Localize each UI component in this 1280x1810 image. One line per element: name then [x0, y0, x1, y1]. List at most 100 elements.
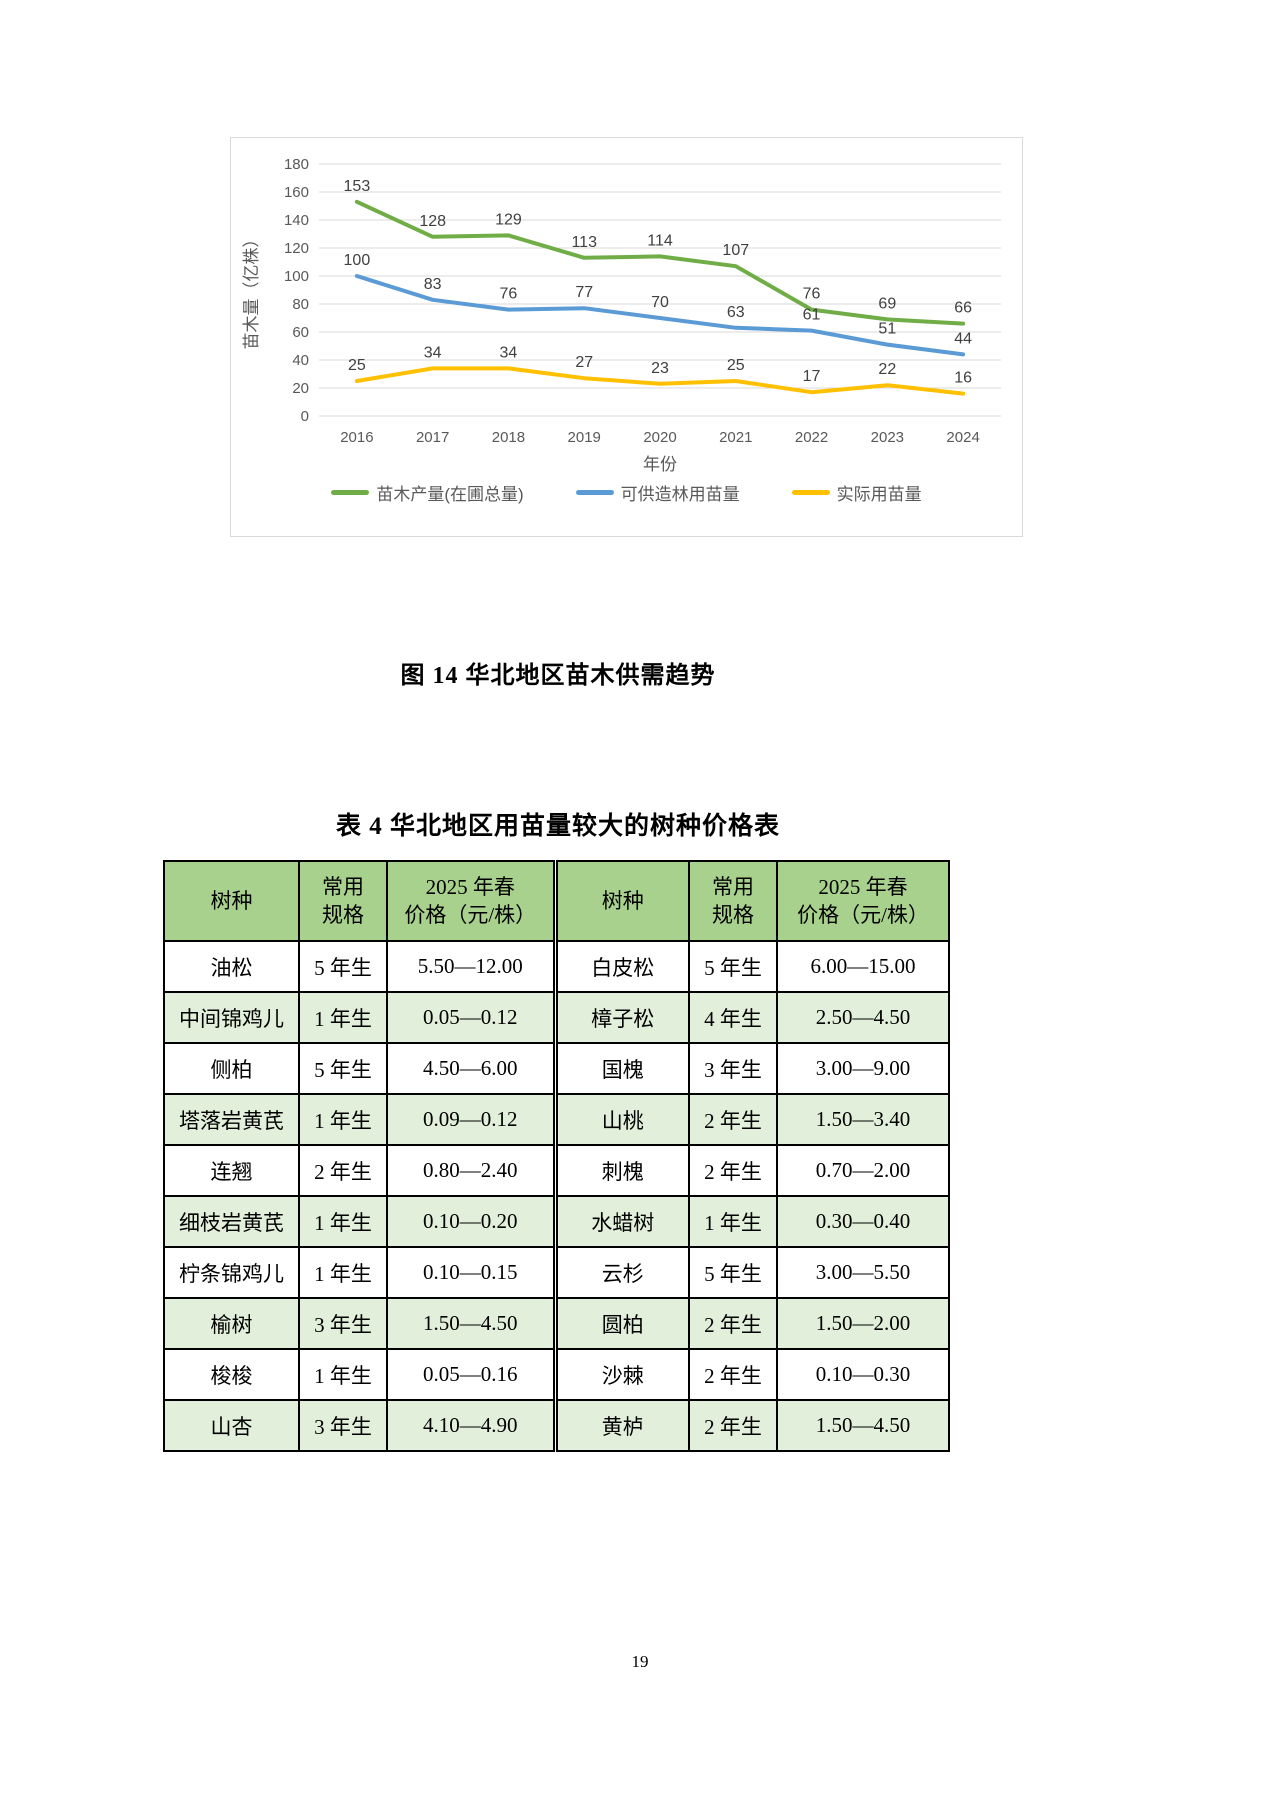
spec-cell: 1 年生 — [298, 1093, 388, 1146]
x-tick-label: 2021 — [719, 429, 752, 446]
data-point-label: 17 — [803, 368, 821, 385]
x-tick-label: 2016 — [340, 429, 373, 446]
price-cell: 1.50—2.00 — [776, 1297, 950, 1350]
price-cell: 0.05—0.16 — [386, 1348, 556, 1401]
table-row: 榆树 3 年生 1.50—4.50 圆柏 2 年生 1.50—2.00 — [163, 1297, 950, 1350]
species-cell: 水蜡树 — [552, 1195, 690, 1248]
spec-cell: 5 年生 — [688, 940, 778, 993]
data-point-label: 63 — [727, 304, 745, 321]
data-point-label: 83 — [424, 276, 442, 293]
species-cell: 山桃 — [552, 1093, 690, 1146]
legend-item: 苗木产量(在圃总量) — [331, 480, 524, 505]
data-point-label: 25 — [727, 357, 745, 374]
x-tick-label: 2018 — [492, 429, 525, 446]
legend-label: 实际用苗量 — [836, 485, 922, 504]
species-cell: 连翘 — [163, 1144, 300, 1197]
data-point-label: 34 — [500, 344, 518, 361]
price-cell: 5.50—12.00 — [386, 940, 556, 993]
species-cell: 圆柏 — [552, 1297, 690, 1350]
header-spec-right: 常用 规格 — [688, 860, 778, 942]
species-cell: 中间锦鸡儿 — [163, 991, 300, 1044]
spec-cell: 2 年生 — [688, 1144, 778, 1197]
price-cell: 1.50—4.50 — [386, 1297, 556, 1350]
price-cell: 1.50—3.40 — [776, 1093, 950, 1146]
data-point-label: 34 — [424, 344, 442, 361]
header-species-left: 树种 — [163, 860, 300, 942]
species-cell: 油松 — [163, 940, 300, 993]
species-cell: 刺槐 — [552, 1144, 690, 1197]
chart-panel: 0 20 40 60 80 100 120 140 160 180 2016 2017 2018 2019… — [230, 137, 1023, 537]
table-row: 梭梭 1 年生 0.05—0.16 沙棘 2 年生 0.10—0.30 — [163, 1348, 950, 1401]
species-cell: 梭梭 — [163, 1348, 300, 1401]
y-tick-label: 180 — [284, 156, 309, 173]
table-row: 山杏 3 年生 4.10—4.90 黄栌 2 年生 1.50—4.50 — [163, 1399, 950, 1452]
spec-cell: 3 年生 — [298, 1297, 388, 1350]
x-tick-label: 2023 — [871, 429, 904, 446]
data-point-label: 70 — [651, 294, 669, 311]
spec-cell: 2 年生 — [298, 1144, 388, 1197]
spec-cell: 1 年生 — [688, 1195, 778, 1248]
table-row: 细枝岩黄芪 1 年生 0.10—0.20 水蜡树 1 年生 0.30—0.40 — [163, 1195, 950, 1248]
y-tick-label: 0 — [301, 408, 309, 425]
page-number: 19 — [631, 1652, 649, 1671]
chart-legend: 苗木产量(在圃总量) 可供造林用苗量 实际用苗量 — [231, 480, 1022, 505]
price-cell: 0.30—0.40 — [776, 1195, 950, 1248]
data-point-label: 128 — [419, 213, 446, 230]
data-point-label: 113 — [571, 234, 597, 251]
data-point-label: 25 — [348, 357, 366, 374]
x-tick-label: 2017 — [416, 429, 449, 446]
data-point-label: 76 — [500, 286, 518, 303]
price-cell: 6.00—15.00 — [776, 940, 950, 993]
price-table: 树种 常用 规格 2025 年春 价格（元/株） 树种 常用 规格 2025 年… — [163, 860, 950, 1452]
table-row: 连翘 2 年生 0.80—2.40 刺槐 2 年生 0.70—2.00 — [163, 1144, 950, 1197]
price-cell: 4.10—4.90 — [386, 1399, 556, 1452]
x-tick-label: 2019 — [568, 429, 601, 446]
x-axis-title: 年份 — [643, 455, 677, 474]
y-tick-label: 100 — [284, 268, 309, 285]
y-axis-title: 苗木量（亿株） — [242, 231, 261, 350]
species-cell: 细枝岩黄芪 — [163, 1195, 300, 1248]
header-species-right: 树种 — [552, 860, 690, 942]
data-point-label: 27 — [575, 354, 593, 371]
table-row: 塔落岩黄芪 1 年生 0.09—0.12 山桃 2 年生 1.50—3.40 — [163, 1093, 950, 1146]
data-point-label: 114 — [647, 232, 673, 249]
legend-item: 实际用苗量 — [791, 480, 922, 505]
supply-demand-line-chart: 0 20 40 60 80 100 120 140 160 180 2016 2017 2018 2019… — [242, 156, 1001, 474]
spec-cell: 1 年生 — [298, 1246, 388, 1299]
x-tick-label: 2022 — [795, 429, 828, 446]
x-tick-label: 2020 — [643, 429, 676, 446]
header-price-right: 2025 年春 价格（元/株） — [776, 860, 950, 942]
spec-cell: 3 年生 — [298, 1399, 388, 1452]
table-row: 柠条锦鸡儿 1 年生 0.10—0.15 云杉 5 年生 3.00—5.50 — [163, 1246, 950, 1299]
y-tick-label: 120 — [284, 240, 309, 257]
table-title: 表 4 华北地区用苗量较大的树种价格表 — [335, 813, 780, 840]
table-row: 侧柏 5 年生 4.50—6.00 国槐 3 年生 3.00—9.00 — [163, 1042, 950, 1095]
header-price-left: 2025 年春 价格（元/株） — [386, 860, 556, 942]
data-point-label: 66 — [954, 300, 972, 317]
y-tick-label: 40 — [292, 352, 309, 369]
header-spec-left: 常用 规格 — [298, 860, 388, 942]
spec-cell: 1 年生 — [298, 991, 388, 1044]
spec-cell: 5 年生 — [298, 940, 388, 993]
data-point-label: 51 — [878, 321, 896, 338]
legend-label: 可供造林用苗量 — [620, 485, 740, 504]
legend-line-swatch — [575, 490, 614, 495]
price-cell: 0.80—2.40 — [386, 1144, 556, 1197]
data-point-label: 23 — [651, 360, 669, 377]
y-tick-label: 160 — [284, 184, 309, 201]
price-cell: 4.50—6.00 — [386, 1042, 556, 1095]
spec-cell: 5 年生 — [298, 1042, 388, 1095]
spec-cell: 2 年生 — [688, 1348, 778, 1401]
data-point-label: 44 — [954, 330, 972, 347]
price-cell: 3.00—5.50 — [776, 1246, 950, 1299]
data-point-label: 77 — [575, 284, 593, 301]
spec-cell: 1 年生 — [298, 1195, 388, 1248]
spec-cell: 5 年生 — [688, 1246, 778, 1299]
species-cell: 塔落岩黄芪 — [163, 1093, 300, 1146]
species-cell: 黄栌 — [552, 1399, 690, 1452]
species-cell: 山杏 — [163, 1399, 300, 1452]
legend-line-swatch — [331, 490, 370, 495]
price-cell: 0.10—0.30 — [776, 1348, 950, 1401]
data-point-label: 69 — [878, 295, 896, 312]
price-cell: 0.10—0.15 — [386, 1246, 556, 1299]
